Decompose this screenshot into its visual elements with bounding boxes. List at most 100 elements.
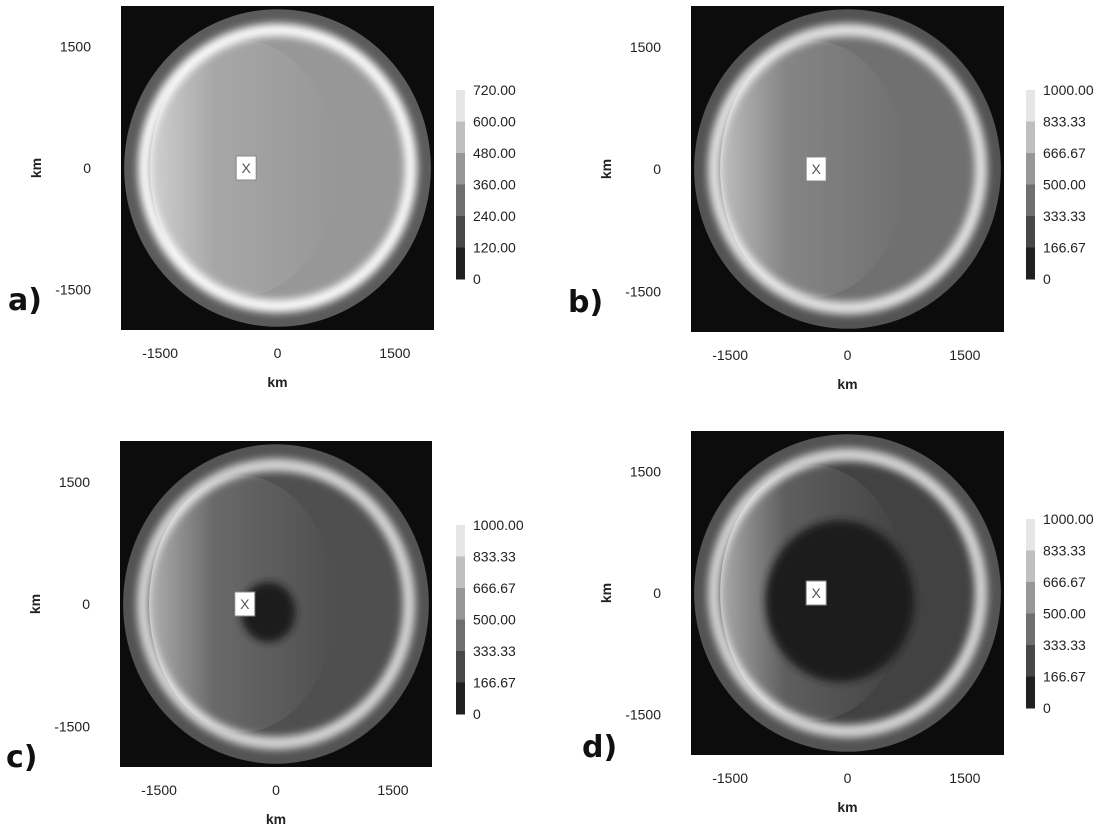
y-tick-label: 0 (653, 161, 661, 177)
x-tick-label: 1500 (949, 347, 980, 363)
colorbar-label: 166.67 (1043, 669, 1086, 685)
panel-letter: a) (8, 283, 42, 318)
colorbar-label: 1000.00 (1043, 511, 1094, 527)
colorbar-segment (1026, 153, 1035, 185)
colorbar-segment (456, 153, 465, 185)
marker-label: X (240, 596, 250, 612)
marker-label: X (242, 160, 252, 176)
y-tick-label: 0 (83, 160, 91, 176)
colorbar-segment (456, 651, 465, 683)
colorbar-segment (1026, 216, 1035, 248)
colorbar-segment (456, 121, 465, 154)
colorbar-label: 360.00 (473, 177, 516, 193)
y-tick-label: -1500 (55, 282, 91, 298)
colorbar-label: 0 (473, 706, 481, 722)
colorbar-segment (456, 247, 465, 280)
x-tick-label: 1500 (379, 345, 410, 361)
colorbar-segment (1026, 519, 1035, 551)
colorbar-label: 0 (473, 271, 481, 287)
colorbar-label: 1000.00 (473, 517, 524, 533)
marker-label: X (812, 585, 822, 601)
colorbar-segment (1026, 613, 1035, 646)
colorbar-label: 500.00 (1043, 606, 1086, 622)
dark-core (765, 520, 915, 682)
colorbar-segment (456, 90, 465, 122)
colorbar-label: 833.33 (1043, 543, 1086, 559)
x-tick-label: 0 (844, 347, 852, 363)
marker-box (805, 580, 827, 606)
colorbar-label: 240.00 (473, 208, 516, 224)
x-tick-label: 1500 (377, 782, 408, 798)
panel-b: X -1500 0 1500 1500 0 -1500 km km b) 1000.00 833.33… (554, 0, 1108, 417)
colorbar-segment (1026, 247, 1035, 280)
colorbar-label: 666.67 (473, 580, 516, 596)
colorbar-segment (456, 216, 465, 248)
colorbar-label: 333.33 (1043, 208, 1086, 224)
heatmap-svg: X -1500 0 1500 1500 0 -1500 km km d) 1000.00 833.33… (582, 431, 1094, 815)
colorbar-label: 720.00 (473, 82, 516, 98)
colorbar-segment (1026, 676, 1035, 709)
colorbar-label: 600.00 (473, 114, 516, 130)
x-tick-label: 1500 (949, 770, 980, 786)
colorbar-segment (1026, 90, 1035, 122)
marker-box (234, 591, 256, 617)
y-tick-label: 0 (82, 596, 90, 612)
x-tick-label: -1500 (712, 770, 748, 786)
colorbar-label: 666.67 (1043, 574, 1086, 590)
colorbar-segment (1026, 184, 1035, 217)
colorbar-label: 120.00 (473, 240, 516, 256)
x-tick-label: -1500 (142, 345, 178, 361)
colorbar-segment (1026, 550, 1035, 583)
panel-c: X -1500 0 1500 1500 0 -1500 km km c) 1000.00 833.33… (0, 417, 554, 834)
heatmap-svg: X -1500 0 1500 1500 0 -1500 km km a) 720.00 600.00 4… (8, 6, 516, 390)
y-tick-label: 1500 (60, 39, 91, 55)
y-tick-label: 1500 (630, 39, 661, 55)
colorbar-label: 333.33 (1043, 637, 1086, 653)
colorbar-label: 666.67 (1043, 145, 1086, 161)
x-tick-label: 0 (274, 345, 282, 361)
x-tick-label: -1500 (712, 347, 748, 363)
colorbar-segment (456, 588, 465, 620)
colorbar-label: 480.00 (473, 145, 516, 161)
marker-box (805, 156, 827, 182)
heatmap-svg: X -1500 0 1500 1500 0 -1500 km km c) 1000.00 833.33… (6, 441, 524, 827)
colorbar-label: 833.33 (1043, 114, 1086, 130)
colorbar-segment (456, 184, 465, 217)
y-tick-label: -1500 (54, 718, 90, 734)
x-axis-title: km (837, 376, 857, 392)
colorbar-segment (1026, 121, 1035, 154)
colorbar-label: 0 (1043, 700, 1051, 716)
y-tick-label: 1500 (59, 474, 90, 490)
colorbar-segment (1026, 582, 1035, 614)
colorbar-label: 166.67 (1043, 240, 1086, 256)
panel-letter: c) (6, 740, 38, 775)
colorbar-segment (456, 619, 465, 652)
marker-box (235, 155, 257, 181)
heatmap-svg: X -1500 0 1500 1500 0 -1500 km km b) 1000.00 833.33… (568, 6, 1094, 392)
colorbar-label: 333.33 (473, 643, 516, 659)
colorbar-label: 500.00 (473, 612, 516, 628)
colorbar-label: 500.00 (1043, 177, 1086, 193)
x-tick-label: 0 (844, 770, 852, 786)
x-tick-label: -1500 (141, 782, 177, 798)
panel-letter: b) (568, 285, 603, 320)
colorbar-label: 833.33 (473, 549, 516, 565)
y-axis-title: km (598, 583, 614, 603)
y-tick-label: 1500 (630, 464, 661, 480)
y-axis-title: km (28, 158, 44, 178)
panel-letter: d) (582, 730, 617, 765)
marker-label: X (812, 161, 822, 177)
colorbar-label: 1000.00 (1043, 82, 1094, 98)
x-axis-title: km (267, 374, 287, 390)
x-tick-label: 0 (272, 782, 280, 798)
y-tick-label: 0 (653, 585, 661, 601)
y-axis-title: km (598, 159, 614, 179)
x-axis-title: km (837, 799, 857, 815)
panel-a: X -1500 0 1500 1500 0 -1500 km km a) 720.00 600.00 4… (0, 0, 554, 417)
y-tick-label: -1500 (625, 707, 661, 723)
colorbar-segment (456, 525, 465, 557)
y-axis-title: km (27, 594, 43, 614)
x-axis-title: km (266, 811, 286, 827)
colorbar-segment (456, 556, 465, 589)
